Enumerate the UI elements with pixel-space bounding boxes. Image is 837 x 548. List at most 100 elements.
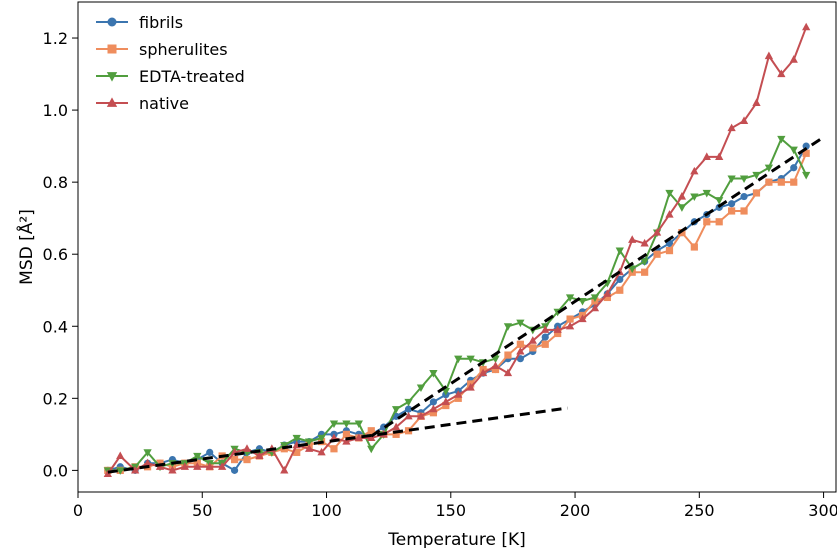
legend-label: fibrils: [139, 13, 183, 32]
data-point: [516, 355, 524, 363]
data-point: [391, 422, 401, 431]
data-point: [429, 370, 438, 378]
data-point: [590, 294, 600, 302]
axis-ticks: 0 50 100 150 200 250 300 0.0 0.2 0.4 0.6 0.8 1.0 1.2: [43, 29, 837, 520]
data-point: [206, 448, 214, 456]
data-point: [690, 166, 699, 175]
data-point: [528, 336, 537, 344]
data-point: [516, 319, 525, 328]
x-tick-label: 0: [73, 501, 83, 520]
data-point: [354, 433, 363, 442]
data-point: [565, 321, 575, 330]
data-point: [740, 207, 748, 215]
y-tick-label: 1.2: [43, 29, 68, 48]
data-point: [541, 325, 550, 333]
legend-item: native: [96, 94, 189, 113]
y-axis-label: MSD [Å²]: [15, 209, 37, 285]
data-point: [342, 430, 351, 438]
data-point: [106, 97, 118, 107]
data-point: [615, 247, 624, 256]
data-point: [491, 355, 500, 364]
x-axis-label: Temperature [K]: [387, 530, 526, 548]
plot-frame: [77, 1, 837, 493]
data-point: [541, 340, 549, 348]
legend-item: spherulites: [96, 40, 228, 59]
data-point: [565, 294, 575, 302]
data-point: [628, 265, 637, 274]
legend-item: EDTA-treated: [96, 67, 245, 86]
legend: fibrils spherulites EDTA-treated native: [96, 13, 245, 113]
data-point: [107, 17, 117, 27]
data-point: [690, 193, 699, 202]
data-point: [354, 420, 363, 429]
legend-label: EDTA-treated: [139, 67, 245, 86]
data-point: [616, 275, 624, 284]
data-point: [503, 323, 513, 331]
x-tick-label: 150: [436, 501, 467, 520]
data-point: [653, 250, 661, 258]
data-point: [404, 405, 413, 413]
data-point: [616, 286, 624, 294]
data-point: [764, 164, 774, 173]
fit-line: [370, 135, 825, 438]
data-point: [739, 175, 749, 184]
data-point: [304, 438, 314, 447]
data-point: [703, 218, 711, 226]
data-point: [491, 361, 500, 369]
data-point: [193, 462, 202, 470]
data-point: [802, 171, 811, 180]
data-point: [752, 98, 761, 106]
x-tick-label: 200: [560, 501, 591, 520]
data-point: [566, 315, 574, 323]
data-point: [541, 333, 549, 341]
data-point: [752, 189, 761, 197]
data-point: [603, 289, 612, 297]
data-point: [367, 427, 375, 435]
data-point: [429, 409, 437, 417]
data-point: [230, 455, 239, 464]
data-point: [168, 465, 177, 474]
data-point: [504, 351, 512, 359]
data-point: [466, 355, 475, 364]
data-point: [641, 268, 649, 276]
data-point: [516, 340, 524, 348]
data-point: [715, 197, 724, 205]
data-point: [180, 462, 190, 470]
data-point: [789, 55, 798, 63]
y-tick-label: 0.8: [43, 173, 68, 192]
data-point: [727, 175, 736, 184]
data-point: [205, 462, 214, 470]
data-point: [404, 427, 413, 435]
data-point: [728, 200, 736, 208]
data-point: [416, 411, 426, 420]
data-point: [727, 123, 736, 132]
data-point: [715, 218, 723, 226]
data-point: [789, 146, 798, 155]
fit-lines: [107, 135, 825, 474]
data-point: [553, 325, 562, 333]
data-point: [640, 258, 649, 266]
data-point: [652, 228, 662, 236]
y-tick-label: 0.4: [43, 317, 68, 336]
legend-item: fibrils: [96, 13, 183, 32]
data-point: [702, 152, 711, 160]
data-point: [802, 142, 810, 150]
x-tick-label: 100: [311, 501, 342, 520]
data-point: [218, 462, 227, 470]
data-point: [280, 465, 289, 474]
x-tick-label: 250: [684, 501, 715, 520]
data-point: [690, 243, 698, 251]
data-point: [516, 346, 525, 355]
data-point: [454, 394, 462, 402]
data-point: [777, 69, 786, 78]
data-point: [677, 192, 687, 200]
data-point: [466, 383, 475, 391]
data-point: [391, 406, 401, 414]
data-point: [640, 238, 649, 247]
data-point: [429, 404, 438, 413]
data-point: [143, 449, 152, 457]
data-point: [230, 466, 239, 474]
x-tick-label: 50: [192, 501, 212, 520]
data-point: [193, 452, 202, 461]
data-point: [441, 397, 450, 405]
